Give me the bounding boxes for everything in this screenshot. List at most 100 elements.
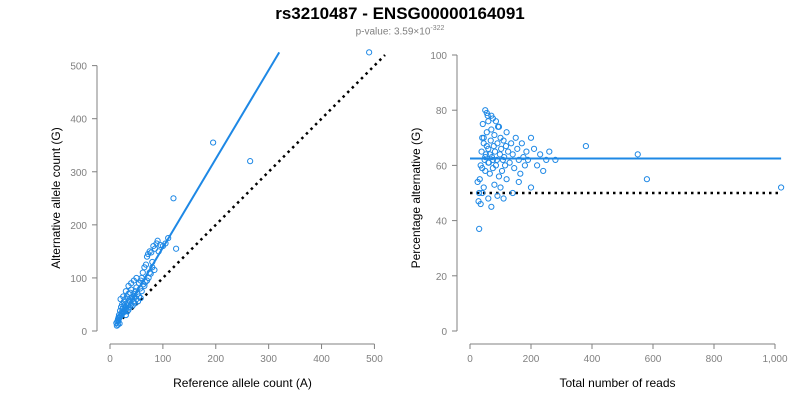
data-point [137,294,144,302]
data-point [482,151,489,158]
y-tick-label: 80 [436,106,448,117]
data-point [509,151,516,158]
data-point [524,156,532,163]
data-point [479,165,486,172]
y-tick-label: 200 [70,221,87,232]
data-point [151,266,158,274]
data-point [483,129,490,136]
data-point [122,288,129,295]
data-point [487,137,494,144]
data-point [154,237,161,244]
data-point [530,145,538,152]
data-point [518,140,525,147]
x-tick-label: 100 [155,354,172,365]
data-point [540,167,547,175]
data-point [508,140,515,147]
data-point [486,151,493,158]
data-point [497,184,504,191]
data-point [520,154,527,161]
data-point [476,225,483,232]
chart-title: rs3210487 - ENSG00000164091 [275,4,525,23]
data-point [483,142,490,150]
percentage-alternative-scatter-plot: 0 200 400 600 800 1,000 0 20 40 60 80 100 Total numb… [409,51,788,390]
x-tick-label: 600 [645,354,662,365]
data-point [521,162,529,169]
data-point [509,189,516,197]
x-tick-label: 200 [207,354,224,365]
data-point [537,151,544,158]
data-point [523,148,530,155]
data-point [165,235,172,242]
data-point [478,148,485,155]
data-point [477,200,484,208]
data-point [552,156,559,163]
allele-count-scatter-plot: 0 100 200 300 400 500 0 100 200 300 400 500 Referenc… [49,49,386,390]
data-point [488,126,495,133]
data-point [247,158,254,165]
data-point [491,181,498,188]
data-point [495,123,503,130]
x-tick-label: 0 [107,354,113,365]
x-tick-label: 300 [260,354,277,365]
data-point [534,162,541,169]
data-point [120,293,127,300]
y-axis-title: Percentage alternative (G) [409,128,423,269]
data-point [488,203,495,210]
data-point [498,145,505,152]
data-point [142,261,150,268]
data-point [141,282,148,289]
data-point [543,156,550,163]
data-point [474,178,481,186]
y-tick-label: 40 [436,217,448,228]
data-point [139,269,146,276]
data-point [173,245,180,252]
x-axis-title: Reference allele count (A) [173,376,312,390]
data-point [496,151,503,158]
data-point [527,184,535,191]
data-point [546,148,553,155]
y-tick-label: 60 [436,161,448,172]
data-point [121,308,128,315]
data-point [479,120,486,128]
data-point [486,170,493,177]
data-point [494,140,501,147]
data-point [491,131,498,139]
y-tick-label: 500 [70,62,87,73]
data-point [515,156,522,163]
data-point [511,165,518,172]
x-tick-label: 0 [467,354,473,365]
data-point [527,134,535,141]
data-point [512,134,519,141]
data-point [170,195,177,202]
x-tick-label: 200 [523,354,540,365]
data-point [778,184,785,191]
data-point [502,142,510,150]
data-point [515,178,522,186]
chart-subtitle: p-value: 3.59×10-322 [0,25,800,37]
data-point [480,184,487,191]
data-point [485,159,492,166]
data-point [501,162,509,169]
y-tick-label: 400 [70,115,87,126]
data-point [485,195,492,202]
data-point [506,159,513,166]
data-point [643,176,650,183]
data-point [366,49,373,56]
fit-line [117,51,281,324]
x-tick-label: 400 [313,354,330,365]
data-point [505,148,512,155]
p-value-exponent: -322 [430,25,445,32]
data-point [490,142,497,150]
data-point [582,142,589,150]
data-point [501,154,508,161]
data-point [495,173,503,180]
data-point [503,129,510,136]
y-axis-title: Alternative allele count (G) [49,127,63,268]
y-tick-label: 0 [441,327,447,338]
data-point [493,156,500,163]
data-point [634,151,641,158]
data-point [476,189,483,197]
x-tick-label: 800 [706,354,723,365]
x-tick-label: 500 [366,354,383,365]
p-value-text: p-value: 3.59×10 [355,26,431,38]
